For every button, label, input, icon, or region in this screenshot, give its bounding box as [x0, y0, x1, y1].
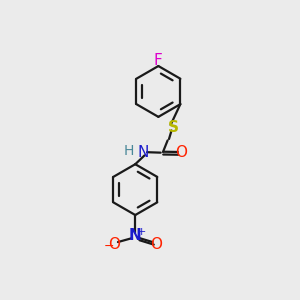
Text: O: O [150, 237, 162, 252]
Text: O: O [109, 237, 121, 252]
Text: H: H [124, 144, 134, 158]
Text: −: − [103, 240, 114, 253]
Text: N: N [138, 145, 149, 160]
Text: N: N [129, 228, 142, 243]
Text: O: O [176, 145, 188, 160]
Text: +: + [136, 227, 146, 237]
Text: S: S [168, 120, 179, 135]
Text: F: F [154, 53, 163, 68]
